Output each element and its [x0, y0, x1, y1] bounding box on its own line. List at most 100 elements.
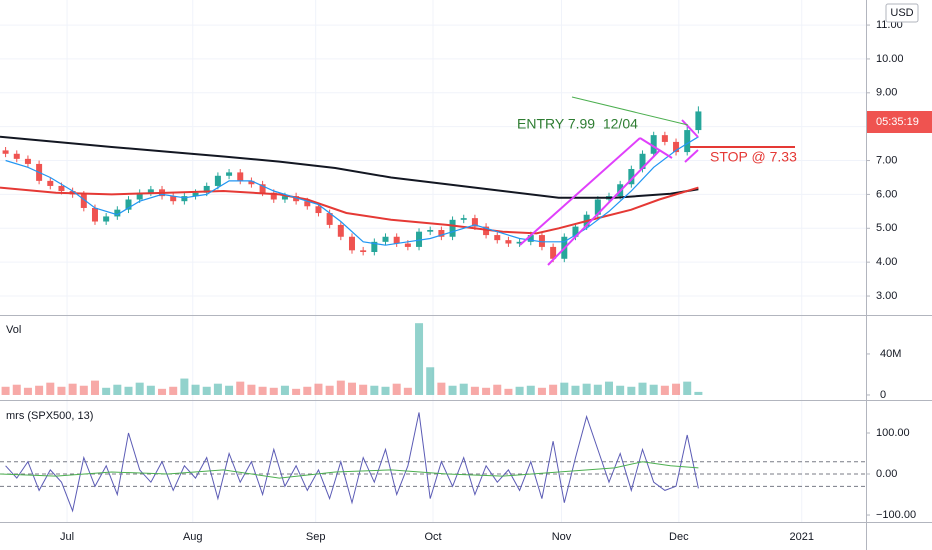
- volume-bar: [336, 380, 345, 395]
- currency[interactable]: USD: [890, 7, 913, 19]
- volume-bar: [392, 383, 401, 395]
- countdown: 05:35:19: [876, 116, 919, 128]
- candle-body: [114, 209, 121, 217]
- channel-lower: [547, 149, 661, 266]
- candle-body: [471, 218, 478, 227]
- candle-body: [382, 236, 389, 242]
- candle-body: [270, 192, 277, 200]
- volume-bar: [694, 391, 703, 395]
- y-tick-label: 0.00: [876, 468, 897, 480]
- volume-bar: [638, 382, 647, 395]
- axes: Jul Aug Sep Oct Nov Dec 2021 3.00 4.00 5.00 6.00 7.…: [60, 19, 916, 543]
- x-tick-label: Nov: [552, 531, 572, 543]
- y-tick-label: 5.00: [876, 222, 897, 234]
- stop-note: STOP @ 7.33: [710, 149, 797, 165]
- drawings: ENTRY 7.99 12/04 STOP @ 7.33: [517, 96, 797, 266]
- volume-bar: [113, 384, 122, 395]
- volume-bar: [225, 385, 234, 395]
- volume-bar: [124, 386, 133, 395]
- y-tick-label: −100.00: [876, 509, 916, 521]
- flag-line: [681, 119, 699, 138]
- moving-average: [0, 135, 699, 199]
- currency-box[interactable]: [885, 3, 919, 23]
- volume-bar: [359, 384, 368, 395]
- candle-body: [684, 130, 691, 153]
- candle-body: [181, 196, 188, 202]
- volume-bar: [526, 385, 535, 395]
- volume-bar: [236, 381, 245, 395]
- volume-bar: [604, 381, 613, 395]
- candle-body: [147, 189, 154, 193]
- candle-body: [214, 175, 221, 186]
- candle-body: [203, 185, 210, 193]
- volume-bar: [325, 385, 334, 395]
- volume-bar: [616, 385, 625, 395]
- candle-body: [572, 226, 579, 237]
- arrow-line: [571, 96, 689, 126]
- y-tick-label: 3.00: [876, 290, 897, 302]
- mrs-line: [5, 412, 699, 513]
- x-tick-label: Aug: [183, 531, 203, 543]
- y-tick-label: 6.00: [876, 188, 897, 200]
- volume-bar: [1, 386, 10, 395]
- volume-bar: [437, 382, 446, 395]
- volume-bar: [202, 386, 211, 395]
- candle-body: [673, 141, 680, 153]
- volume-bar: [649, 384, 658, 395]
- candle-body: [460, 218, 467, 220]
- pane-title: Vol: [6, 324, 21, 336]
- y-tick-label: 4.00: [876, 256, 897, 268]
- candle-body: [281, 196, 288, 200]
- candle-body: [393, 236, 400, 244]
- x-tick-label: Sep: [306, 531, 326, 543]
- candle-body: [404, 243, 411, 247]
- volume-bar: [415, 323, 424, 395]
- candle-body: [337, 224, 344, 237]
- countdown-box: [867, 111, 932, 133]
- volume-bar: [57, 386, 66, 395]
- candle-body: [505, 240, 512, 244]
- candle-body: [348, 236, 355, 251]
- x-tick-label: Dec: [669, 531, 689, 543]
- volume-bar: [12, 384, 21, 395]
- volume-bar: [426, 367, 435, 395]
- candle-body: [628, 169, 635, 185]
- mrs-signal: [0, 461, 699, 479]
- candle-body: [47, 180, 54, 186]
- candle-body: [449, 219, 456, 237]
- volume-bar: [482, 387, 491, 395]
- volume-bar: [303, 386, 312, 395]
- candle-body: [58, 185, 65, 192]
- pane-title: mrs (SPX500, 13): [6, 410, 93, 422]
- volume-bar: [515, 386, 524, 395]
- candle-body: [695, 111, 702, 131]
- volume-bar: [549, 384, 558, 395]
- volume-bar: [102, 387, 111, 395]
- x-tick-label: 2021: [790, 531, 814, 543]
- candle-body: [483, 226, 490, 236]
- candle-body: [494, 235, 501, 241]
- y-tick-label: 10.00: [876, 53, 904, 65]
- candle-body: [416, 231, 423, 247]
- candle-body: [103, 216, 110, 222]
- volume-bar: [135, 382, 144, 395]
- volume-bar: [146, 385, 155, 395]
- volume-bar: [370, 385, 379, 395]
- volume-bar: [504, 388, 513, 395]
- volume-bar: [35, 385, 44, 395]
- volume-bar: [672, 383, 681, 395]
- entry-note: ENTRY 7.99 12/04: [517, 116, 638, 132]
- y-tick-label: 0: [880, 389, 886, 401]
- candle-body: [427, 229, 434, 232]
- x-tick-label: Jul: [60, 531, 74, 543]
- volume-bar: [269, 387, 278, 395]
- volume-bar: [493, 384, 502, 395]
- candle-body: [326, 213, 333, 225]
- candle-body: [125, 199, 132, 210]
- y-tick-label: 40M: [880, 348, 901, 360]
- volume-bar: [169, 386, 178, 395]
- volume-bar: [247, 384, 256, 395]
- candle-body: [438, 229, 445, 237]
